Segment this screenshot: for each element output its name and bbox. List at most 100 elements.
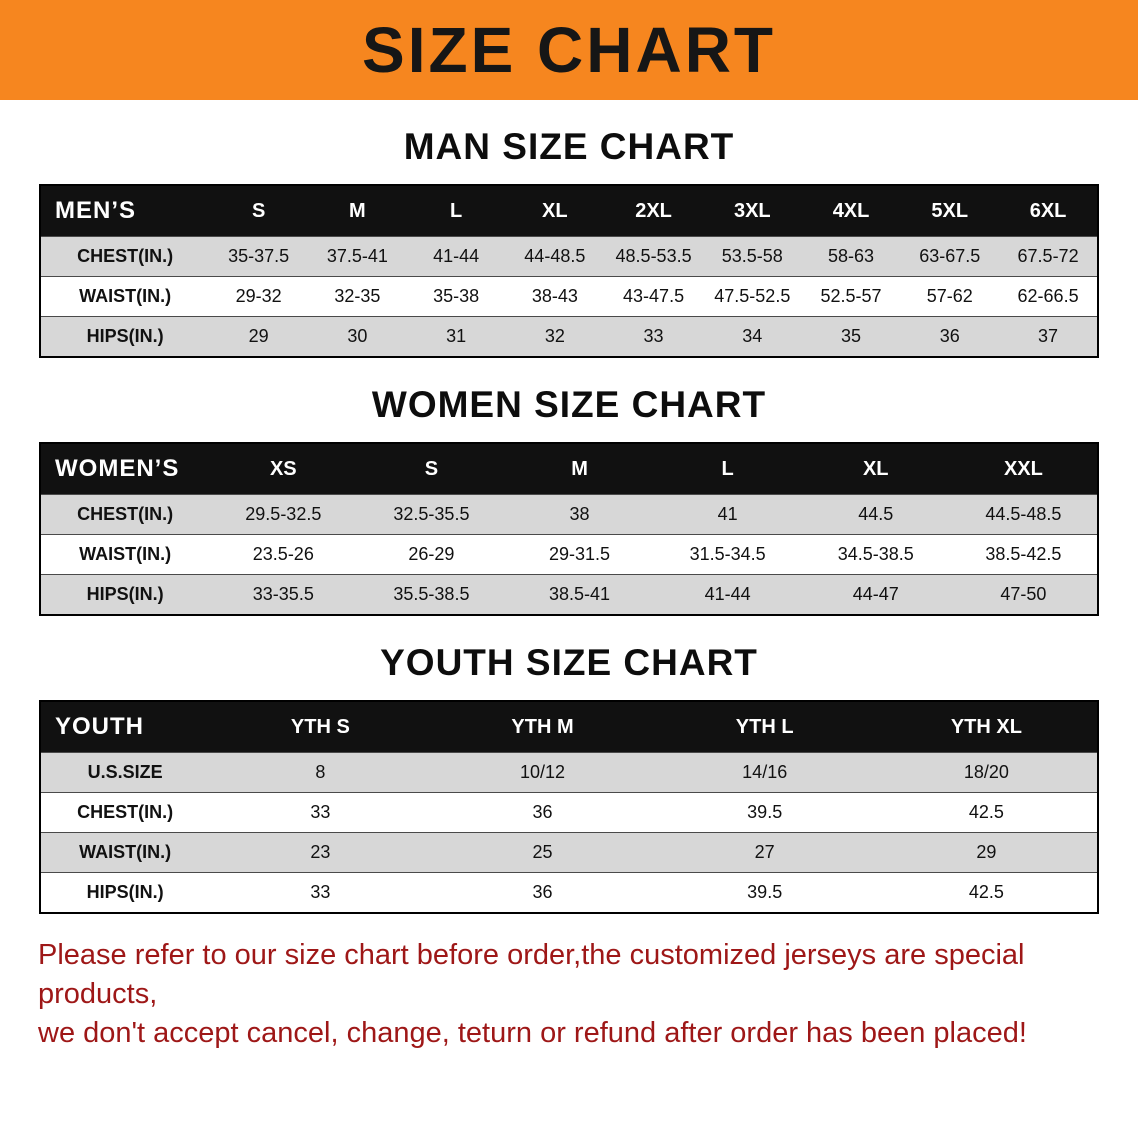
size-chart-section: MAN SIZE CHART MEN’S S M L XL 2XL 3XL 4XL 5XL 6XL… bbox=[0, 126, 1138, 358]
table-row: U.S.SIZE 8 10/12 14/16 18/20 bbox=[40, 752, 1098, 793]
banner-title: SIZE CHART bbox=[362, 14, 776, 86]
size-value-cell: 29-32 bbox=[209, 276, 308, 317]
size-value-cell: 29 bbox=[875, 832, 1098, 873]
table-corner-label: MEN’S bbox=[40, 185, 210, 237]
table-header-row: YOUTH YTH S YTH M YTH L YTH XL bbox=[40, 701, 1098, 753]
size-column-header: 6XL bbox=[999, 185, 1098, 237]
size-column-header: 3XL bbox=[702, 185, 802, 237]
size-value-cell: 42.5 bbox=[875, 792, 1098, 833]
size-value-cell: 32-35 bbox=[308, 276, 407, 317]
size-value-cell: 41 bbox=[653, 494, 802, 535]
table-row: CHEST(IN.) 35-37.5 37.5-41 41-44 44-48.5 48.5… bbox=[40, 236, 1098, 277]
size-column-header: 5XL bbox=[900, 185, 1000, 237]
size-value-cell: 35-38 bbox=[406, 276, 506, 317]
size-value-cell: 34 bbox=[702, 316, 802, 357]
size-chart-banner: SIZE CHART bbox=[0, 0, 1138, 100]
section-title: MAN SIZE CHART bbox=[403, 126, 735, 167]
row-label: HIPS(IN.) bbox=[40, 574, 210, 615]
table-row: WAIST(IN.) 23.5-26 26-29 29-31.5 31.5-34.5 34… bbox=[40, 534, 1098, 575]
size-value-cell: 25 bbox=[431, 832, 654, 873]
size-chart-sections: MAN SIZE CHART MEN’S S M L XL 2XL 3XL 4XL 5XL 6XL… bbox=[0, 126, 1138, 914]
size-value-cell: 36 bbox=[900, 316, 1000, 357]
table-corner-label: WOMEN’S bbox=[40, 443, 210, 495]
row-label: WAIST(IN.) bbox=[40, 534, 210, 575]
section-title: YOUTH SIZE CHART bbox=[380, 642, 758, 683]
size-value-cell: 29-31.5 bbox=[505, 534, 654, 575]
size-column-header: L bbox=[406, 185, 506, 237]
table-row: CHEST(IN.) 29.5-32.5 32.5-35.5 38 41 44.5 44.5… bbox=[40, 494, 1098, 535]
table-row: CHEST(IN.) 33 36 39.5 42.5 bbox=[40, 792, 1098, 833]
size-value-cell: 67.5-72 bbox=[999, 236, 1098, 277]
size-value-cell: 36 bbox=[431, 792, 654, 833]
row-label: CHEST(IN.) bbox=[40, 236, 210, 277]
footer-note-line1: Please refer to our size chart before or… bbox=[38, 939, 1025, 1011]
size-value-cell: 52.5-57 bbox=[801, 276, 901, 317]
size-value-cell: 38.5-42.5 bbox=[949, 534, 1098, 575]
size-column-header: YTH S bbox=[209, 701, 432, 753]
table-row: HIPS(IN.) 33-35.5 35.5-38.5 38.5-41 41-44 44-… bbox=[40, 574, 1098, 615]
size-column-header: YTH XL bbox=[875, 701, 1098, 753]
size-value-cell: 33 bbox=[604, 316, 703, 357]
size-value-cell: 35.5-38.5 bbox=[357, 574, 506, 615]
size-value-cell: 36 bbox=[431, 872, 654, 913]
size-value-cell: 41-44 bbox=[653, 574, 802, 615]
size-value-cell: 33 bbox=[209, 792, 432, 833]
table-header-row: WOMEN’S XS S M L XL XXL bbox=[40, 443, 1098, 495]
size-value-cell: 33-35.5 bbox=[209, 574, 358, 615]
size-value-cell: 44-48.5 bbox=[505, 236, 605, 277]
size-value-cell: 23.5-26 bbox=[209, 534, 358, 575]
size-table: MEN’S S M L XL 2XL 3XL 4XL 5XL 6XL CHEST(IN.) 35-3… bbox=[39, 184, 1099, 358]
size-chart-section: YOUTH SIZE CHART YOUTH YTH S YTH M YTH L YTH… bbox=[0, 642, 1138, 914]
size-value-cell: 44.5 bbox=[801, 494, 950, 535]
row-label: WAIST(IN.) bbox=[40, 276, 210, 317]
size-value-cell: 47-50 bbox=[949, 574, 1098, 615]
size-value-cell: 23 bbox=[209, 832, 432, 873]
size-column-header: M bbox=[308, 185, 407, 237]
size-value-cell: 29 bbox=[209, 316, 308, 357]
table-corner-label: YOUTH bbox=[40, 701, 210, 753]
size-column-header: XS bbox=[209, 443, 358, 495]
size-value-cell: 31 bbox=[406, 316, 506, 357]
size-value-cell: 18/20 bbox=[875, 752, 1098, 793]
size-column-header: YTH M bbox=[431, 701, 654, 753]
size-value-cell: 43-47.5 bbox=[604, 276, 703, 317]
size-value-cell: 39.5 bbox=[653, 792, 876, 833]
size-column-header: M bbox=[505, 443, 654, 495]
size-value-cell: 63-67.5 bbox=[900, 236, 1000, 277]
size-column-header: S bbox=[209, 185, 308, 237]
size-column-header: 4XL bbox=[801, 185, 901, 237]
row-label: WAIST(IN.) bbox=[40, 832, 210, 873]
size-value-cell: 14/16 bbox=[653, 752, 876, 793]
table-row: WAIST(IN.) 23 25 27 29 bbox=[40, 832, 1098, 873]
section-title: WOMEN SIZE CHART bbox=[371, 384, 767, 425]
table-row: WAIST(IN.) 29-32 32-35 35-38 38-43 43-47.5 47.… bbox=[40, 276, 1098, 317]
size-value-cell: 26-29 bbox=[357, 534, 506, 575]
size-value-cell: 38 bbox=[505, 494, 654, 535]
size-value-cell: 27 bbox=[653, 832, 876, 873]
size-value-cell: 35-37.5 bbox=[209, 236, 308, 277]
size-value-cell: 58-63 bbox=[801, 236, 901, 277]
footer-note: Please refer to our size chart before or… bbox=[0, 936, 1138, 1053]
size-value-cell: 10/12 bbox=[431, 752, 654, 793]
size-value-cell: 42.5 bbox=[875, 872, 1098, 913]
size-value-cell: 62-66.5 bbox=[999, 276, 1098, 317]
size-value-cell: 44-47 bbox=[801, 574, 950, 615]
table-row: HIPS(IN.) 33 36 39.5 42.5 bbox=[40, 872, 1098, 913]
size-value-cell: 41-44 bbox=[406, 236, 506, 277]
row-label: U.S.SIZE bbox=[40, 752, 210, 793]
table-header-row: MEN’S S M L XL 2XL 3XL 4XL 5XL 6XL bbox=[40, 185, 1098, 237]
size-value-cell: 37.5-41 bbox=[308, 236, 407, 277]
size-value-cell: 44.5-48.5 bbox=[949, 494, 1098, 535]
size-value-cell: 38.5-41 bbox=[505, 574, 654, 615]
size-value-cell: 57-62 bbox=[900, 276, 1000, 317]
size-column-header: YTH L bbox=[653, 701, 876, 753]
size-value-cell: 34.5-38.5 bbox=[801, 534, 950, 575]
size-value-cell: 35 bbox=[801, 316, 901, 357]
size-column-header: 2XL bbox=[604, 185, 703, 237]
size-value-cell: 29.5-32.5 bbox=[209, 494, 358, 535]
size-value-cell: 31.5-34.5 bbox=[653, 534, 802, 575]
size-value-cell: 47.5-52.5 bbox=[702, 276, 802, 317]
size-value-cell: 37 bbox=[999, 316, 1098, 357]
size-chart-section: WOMEN SIZE CHART WOMEN’S XS S M L XL XXL CHEST… bbox=[0, 384, 1138, 616]
size-table: WOMEN’S XS S M L XL XXL CHEST(IN.) 29.5-32.5 32.… bbox=[39, 442, 1099, 616]
